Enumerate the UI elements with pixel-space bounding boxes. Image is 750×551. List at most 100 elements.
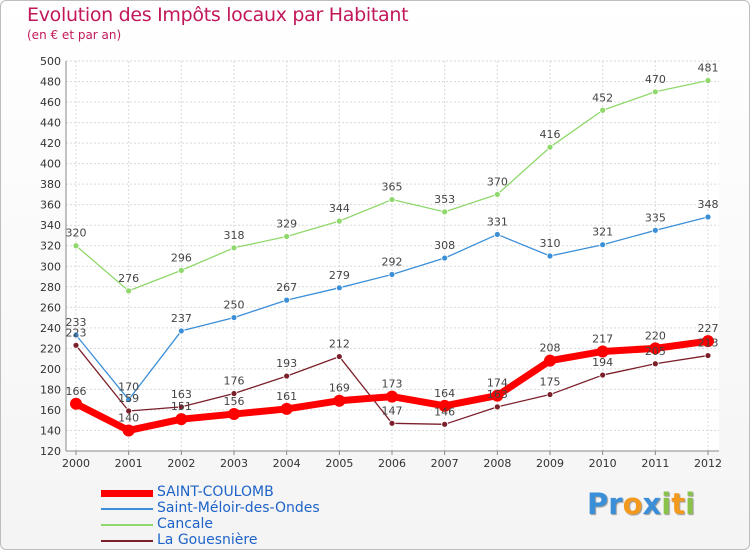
y-tick-label: 400 [40, 158, 61, 171]
data-point [122, 424, 135, 437]
data-point [72, 242, 80, 250]
data-point [388, 271, 396, 278]
data-label: 166 [66, 385, 87, 398]
data-label: 163 [171, 388, 192, 401]
data-label: 140 [118, 411, 139, 424]
data-label: 370 [487, 175, 508, 188]
data-label: 250 [224, 299, 245, 312]
data-label: 276 [118, 272, 139, 285]
data-point [599, 241, 607, 249]
data-label: 329 [276, 218, 297, 231]
data-point [335, 353, 343, 360]
data-point [177, 327, 185, 335]
y-tick-label: 240 [40, 322, 61, 335]
data-point [230, 390, 238, 397]
y-tick-label: 280 [40, 281, 61, 294]
data-point [177, 266, 185, 274]
brand-letter: x [642, 487, 662, 521]
data-point [70, 397, 82, 410]
y-tick-label: 480 [40, 76, 61, 89]
data-label: 279 [329, 269, 350, 282]
data-point [599, 371, 607, 379]
data-point [546, 143, 554, 151]
y-tick-label: 440 [40, 117, 61, 130]
data-point [702, 335, 714, 348]
data-label: 353 [434, 193, 455, 206]
data-point [546, 252, 554, 260]
data-label: 318 [224, 229, 245, 242]
data-label: 151 [171, 400, 192, 413]
legend-swatch [101, 540, 153, 542]
data-label: 208 [540, 342, 561, 355]
chart-title: Evolution des Impôts locaux par Habitant [27, 4, 409, 26]
brand-letter: r [608, 487, 623, 521]
data-label: 170 [118, 381, 139, 394]
y-tick-label: 320 [40, 240, 61, 253]
data-point [704, 352, 712, 359]
data-point [388, 196, 396, 203]
data-point [651, 226, 659, 234]
data-label: 481 [698, 62, 719, 75]
y-tick-label: 380 [40, 178, 61, 191]
data-label: 220 [645, 329, 666, 342]
data-label: 193 [276, 357, 297, 370]
y-tick-label: 340 [40, 219, 61, 232]
legend-swatch [101, 508, 153, 510]
data-point [72, 331, 80, 339]
x-tick-label: 2011 [641, 457, 669, 470]
brand-logo: Proxiti [587, 487, 695, 521]
data-label: 156 [224, 395, 245, 408]
data-point [651, 88, 659, 96]
data-label: 176 [224, 375, 245, 388]
data-point [335, 217, 343, 225]
brand-letter: t [671, 487, 686, 521]
data-label: 267 [276, 281, 297, 294]
legend-swatch [101, 489, 153, 497]
data-label: 233 [66, 316, 87, 329]
data-point [335, 284, 343, 292]
data-label: 205 [645, 345, 666, 358]
data-point [493, 191, 501, 198]
data-label: 320 [66, 227, 87, 240]
x-tick-label: 2000 [62, 457, 90, 470]
data-label: 161 [276, 390, 297, 403]
brand-letter: i [685, 487, 696, 521]
data-point [704, 213, 712, 221]
x-tick-label: 2004 [273, 457, 301, 470]
data-point [651, 360, 659, 368]
data-label: 310 [540, 237, 561, 250]
data-point [596, 345, 609, 358]
data-point [544, 354, 556, 367]
y-tick-label: 460 [40, 96, 61, 109]
y-tick-label: 200 [40, 363, 61, 376]
y-tick-label: 120 [40, 445, 61, 458]
data-point [441, 208, 449, 216]
data-label: 173 [382, 378, 403, 391]
data-label: 344 [329, 202, 350, 215]
y-tick-label: 360 [40, 199, 61, 212]
data-label: 175 [540, 376, 561, 389]
x-tick-label: 2009 [536, 457, 564, 470]
x-tick-label: 2008 [483, 457, 511, 470]
data-point [175, 413, 188, 426]
data-point [388, 419, 396, 427]
data-label: 146 [434, 405, 455, 418]
x-tick-label: 2012 [694, 457, 722, 470]
y-tick-label: 140 [40, 424, 61, 437]
data-label: 159 [118, 392, 139, 405]
data-point [333, 394, 346, 407]
brand-letter: P [587, 487, 609, 521]
data-point [493, 231, 501, 238]
y-tick-label: 160 [40, 404, 61, 417]
legend-label: La Gouesnière [157, 532, 258, 548]
legend-label: SAINT-COULOMB [157, 484, 274, 500]
data-label: 212 [329, 338, 350, 351]
data-point [230, 244, 238, 252]
brand-letter: i [661, 487, 672, 521]
data-label: 174 [487, 377, 508, 390]
data-point [599, 106, 607, 114]
data-label: 227 [698, 322, 719, 335]
x-tick-label: 2001 [115, 457, 143, 470]
